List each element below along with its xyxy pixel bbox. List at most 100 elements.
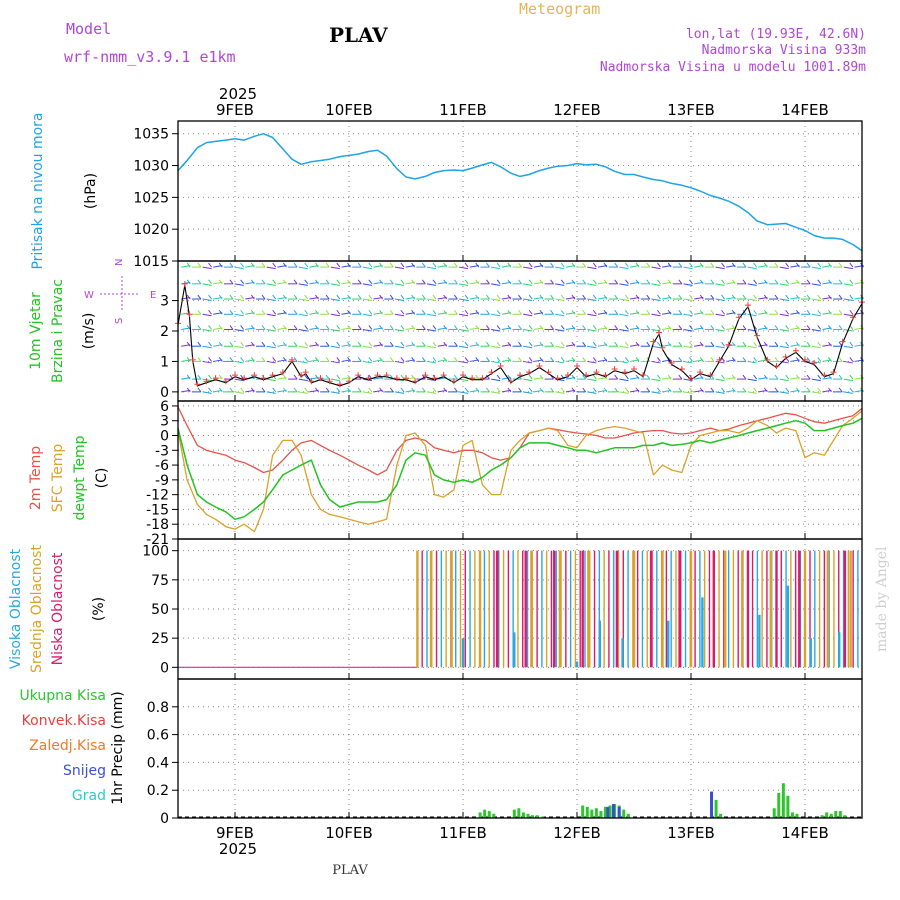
wind-barb-flag xyxy=(560,262,565,268)
wind-barb-flag xyxy=(624,325,629,330)
cloud-series-bar xyxy=(712,550,715,668)
wind-barb xyxy=(202,266,212,270)
wind-barb-flag xyxy=(560,357,565,362)
wind-barb-flag xyxy=(539,279,544,285)
wind-barb-flag xyxy=(325,341,330,347)
wind-barb-flag xyxy=(336,325,341,330)
wind-barb-flag xyxy=(838,357,843,362)
wind-barb-flag xyxy=(240,262,245,268)
wind-ylabel-2: Brzina i Pravac xyxy=(50,279,66,383)
wind-barb xyxy=(843,345,853,349)
day-label-top: 12FEB xyxy=(553,101,600,119)
wind-ytick-label: 0 xyxy=(160,385,169,401)
wind-ytick-label: 3 xyxy=(160,294,169,310)
wind-barb-flag xyxy=(197,309,202,315)
wind-barb-flag xyxy=(528,294,533,300)
wind-gust-marker xyxy=(222,378,229,385)
wind-barb xyxy=(523,298,533,302)
wind-barb-flag xyxy=(304,387,309,393)
wind-barb-flag xyxy=(443,325,448,330)
wind-barb-flag xyxy=(582,325,587,330)
wind-barb-flag xyxy=(753,374,758,380)
wind-barb-flag xyxy=(624,387,629,393)
wind-barb-flag xyxy=(229,309,234,315)
wind-barb-flag xyxy=(582,387,587,393)
precip-bar xyxy=(714,799,718,818)
wind-barb-flag xyxy=(411,294,416,300)
wind-barb-flag xyxy=(208,262,212,268)
wind-gust-marker xyxy=(611,366,618,373)
wind-barb-flag xyxy=(496,325,501,330)
wind-gust-marker xyxy=(707,372,714,379)
precip-ytick-label: 0.4 xyxy=(147,755,169,771)
wind-barb xyxy=(523,283,533,286)
wind-barb xyxy=(234,360,244,364)
wind-barb-flag xyxy=(453,309,458,315)
wind-barb-flag xyxy=(315,294,319,300)
precip-bar xyxy=(795,813,799,818)
wind-barb-flag xyxy=(657,325,661,330)
wind-barb-flag xyxy=(496,357,501,362)
wind-barb xyxy=(458,328,469,332)
wind-barb-flag xyxy=(250,262,255,268)
wind-barb-flag xyxy=(208,374,212,380)
wind-gust-marker xyxy=(346,378,352,385)
cloud-series-bar xyxy=(513,632,516,668)
wind-barb xyxy=(458,266,469,270)
precip-bar xyxy=(825,812,829,818)
wind-barb xyxy=(266,283,276,286)
wind-gust-marker xyxy=(393,375,400,382)
wind-barb xyxy=(683,313,693,317)
day-label-top: 14FEB xyxy=(781,101,828,119)
temperature-ytick-label: -21 xyxy=(146,532,169,548)
wind-barb-flag xyxy=(368,294,373,300)
elevation-label: Nadmorska Visina 933m xyxy=(702,43,867,58)
wind-barb-flag xyxy=(753,262,758,268)
wind-barb-flag xyxy=(389,357,394,362)
wind-barb xyxy=(779,266,789,270)
wind-gust-marker xyxy=(189,356,196,363)
wind-barb-flag xyxy=(507,325,512,330)
wind-barb-flag xyxy=(293,387,298,393)
wind-barb-flag xyxy=(464,294,469,300)
wind-barb-flag xyxy=(539,325,544,330)
pressure-unit-label: (hPa) xyxy=(83,173,99,209)
precip-bar xyxy=(834,811,838,818)
wind-barb-flag xyxy=(496,279,501,285)
wind-barb xyxy=(458,391,469,394)
wind-barb xyxy=(843,360,853,364)
wind-barb-flag xyxy=(774,387,779,393)
wind-barb-flag xyxy=(828,294,832,300)
marks-layer xyxy=(175,132,865,818)
wind-barb-flag xyxy=(389,279,394,285)
wind-barb xyxy=(266,345,276,349)
wind-barb xyxy=(330,298,340,302)
wind-barb xyxy=(683,360,693,364)
temp-ylabel-sfc: SFC Temp xyxy=(50,444,66,513)
wind-gust-marker xyxy=(289,356,295,363)
compass-n: N xyxy=(114,259,125,266)
wind-gust-marker xyxy=(517,372,523,379)
wind-gust-marker xyxy=(782,353,789,360)
wind-barb-flag xyxy=(635,279,640,285)
wind-barb-flag xyxy=(357,387,362,393)
wind-barb-flag xyxy=(208,387,212,393)
pressure-ylabel: Pritisak na nivou mora xyxy=(30,112,46,269)
wind-barb-flag xyxy=(411,357,416,362)
wind-barb xyxy=(555,283,565,286)
wind-barb-flag xyxy=(795,294,800,300)
wind-barb-flag xyxy=(325,357,330,362)
wind-barb-flag xyxy=(582,262,587,268)
precip-bar xyxy=(492,813,496,818)
footer-station: PLAV xyxy=(332,863,368,878)
wind-barb xyxy=(491,391,501,394)
cloud-series-bar xyxy=(530,550,533,668)
wind-barb-flag xyxy=(731,294,736,300)
wind-barb xyxy=(619,360,629,364)
wind-barb-flag xyxy=(325,262,330,268)
wind-barb xyxy=(426,345,437,349)
wind-barb xyxy=(491,328,501,332)
day-label-top: 9FEB xyxy=(216,101,254,119)
cloud-series-bar xyxy=(786,585,790,668)
wind-barb-flag xyxy=(539,341,544,347)
